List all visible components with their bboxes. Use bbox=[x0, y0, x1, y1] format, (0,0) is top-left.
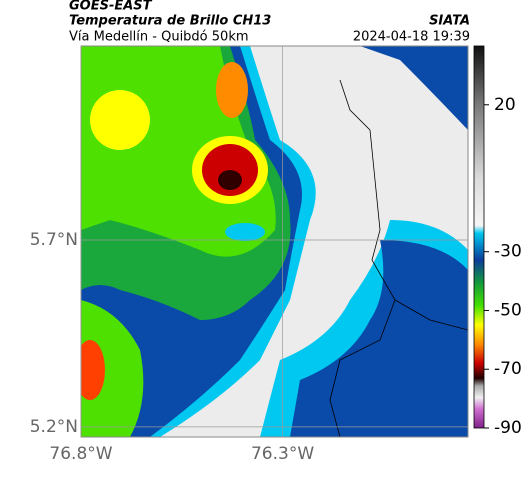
route: Vía Medellín - Quibdó 50km bbox=[69, 30, 249, 45]
y-tick-label: 5.7°N bbox=[30, 230, 78, 250]
timestamp: 2024-04-18 19:39 bbox=[353, 30, 470, 45]
colorbar-tick-label: -90 bbox=[494, 418, 522, 438]
colorbar-tick-label: 20 bbox=[494, 95, 516, 115]
subtitle: Temperatura de Brillo CH13 bbox=[69, 14, 271, 29]
satellite-image bbox=[81, 46, 468, 437]
colorbar-tick-label: -50 bbox=[494, 300, 522, 320]
x-tick-label: 76.8°W bbox=[49, 444, 112, 464]
colorbar bbox=[473, 45, 485, 429]
source: SIATA bbox=[429, 14, 470, 29]
title: GOES-EAST bbox=[69, 0, 153, 14]
colorbar-tick-label: -70 bbox=[494, 359, 522, 379]
colorbar-tick-label: -30 bbox=[494, 242, 522, 262]
y-tick-label: 5.2°N bbox=[30, 417, 78, 437]
x-tick-label: 76.3°W bbox=[251, 444, 314, 464]
